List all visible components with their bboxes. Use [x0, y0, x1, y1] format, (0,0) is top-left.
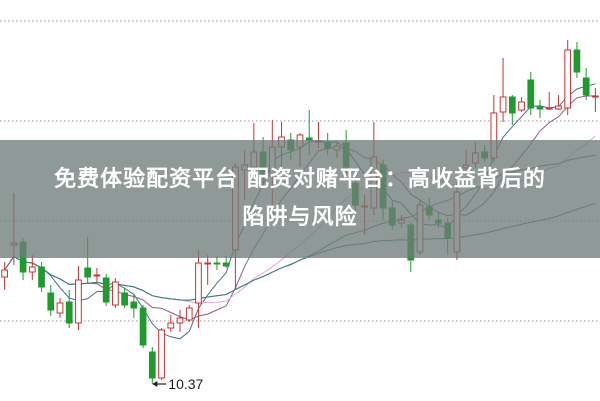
candle-up — [167, 322, 175, 329]
candle-down — [222, 262, 230, 267]
candle-up — [195, 262, 202, 304]
candle-up — [176, 317, 184, 324]
candle-up — [75, 279, 82, 324]
candle-down — [582, 77, 590, 96]
candle-up — [185, 307, 193, 321]
candle-up — [555, 105, 562, 110]
candle-up — [1, 269, 8, 278]
candle-down — [65, 301, 73, 324]
candle-down — [508, 96, 516, 114]
candle-up — [56, 302, 64, 314]
candle-down — [38, 266, 45, 288]
banner-title-line2: 陷阱与风险 — [242, 205, 358, 230]
candle-up — [112, 281, 119, 306]
candle-up — [158, 329, 165, 379]
annotation-arrow-icon — [152, 381, 158, 387]
candle-down — [527, 79, 535, 109]
candle-up — [28, 266, 36, 273]
candle-down — [305, 137, 313, 141]
candle-down — [573, 49, 581, 73]
candle-up — [545, 107, 553, 110]
low-price-label: 10.37 — [168, 376, 203, 392]
candle-down — [84, 267, 92, 278]
candle-down — [47, 292, 55, 311]
candle-down — [213, 262, 221, 265]
banner-title-line1: 免费体验配资平台 配资对赌平台：高收益背后的 — [54, 167, 546, 192]
candle-down — [130, 301, 138, 309]
candle-down — [536, 106, 544, 110]
candle-up — [518, 101, 525, 111]
candle-down — [121, 292, 128, 306]
candle-up — [564, 49, 572, 109]
candle-up — [204, 262, 212, 265]
candle-up — [592, 95, 599, 98]
candle-up — [499, 96, 507, 113]
candle-up — [93, 274, 101, 277]
title-banner: 免费体验配资平台 配资对赌平台：高收益背后的 陷阱与风险 — [0, 140, 600, 258]
candle-down — [102, 277, 110, 303]
candle-down — [148, 351, 156, 379]
candle-down — [139, 307, 147, 346]
